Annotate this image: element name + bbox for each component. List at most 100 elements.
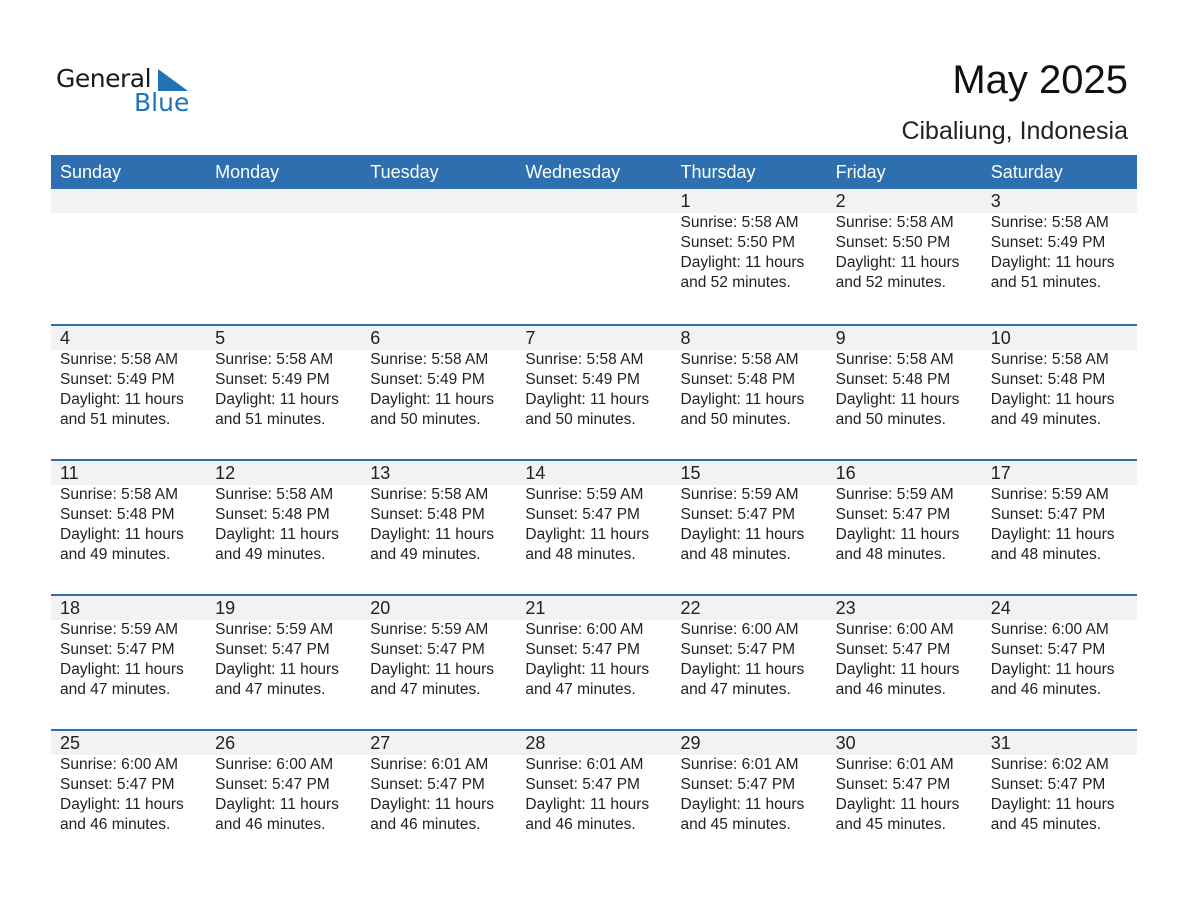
day-cell: 30 Sunrise: 6:01 AM Sunset: 5:47 PM Dayligh… xyxy=(827,731,982,864)
day-cell: 10 Sunrise: 5:58 AM Sunset: 5:48 PM Dayligh… xyxy=(982,326,1137,459)
sunrise-text: Sunrise: 5:58 AM xyxy=(680,214,799,231)
day-cell: 31 Sunrise: 6:02 AM Sunset: 5:47 PM Dayligh… xyxy=(982,731,1137,864)
logo-triangle-icon xyxy=(158,69,188,91)
sunrise-text: Sunrise: 5:58 AM xyxy=(60,486,179,503)
sunset-text: Sunset: 5:47 PM xyxy=(60,776,175,793)
daylight-minutes-text: and 51 minutes. xyxy=(990,274,1102,291)
daylight-text: Daylight: 11 hours xyxy=(990,526,1115,543)
sunrise-text: Sunrise: 5:59 AM xyxy=(680,486,799,503)
day-cell: 2 Sunrise: 5:58 AM Sunset: 5:50 PM Daylight… xyxy=(827,189,982,324)
day-cell: 6 Sunrise: 5:58 AM Sunset: 5:49 PM Daylight… xyxy=(361,326,516,459)
daylight-text: Daylight: 11 hours xyxy=(60,391,184,408)
page-title: May 2025 xyxy=(952,58,1128,102)
day-cell: 8 Sunrise: 5:58 AM Sunset: 5:48 PM Daylight… xyxy=(672,326,827,459)
daylight-minutes-text: and 52 minutes. xyxy=(680,274,791,291)
daylight-minutes-text: and 47 minutes. xyxy=(525,681,636,698)
daylight-text: Daylight: 11 hours xyxy=(60,796,184,813)
logo: General Blue xyxy=(56,64,196,120)
day-cell: 14 Sunrise: 5:59 AM Sunset: 5:47 PM Dayligh… xyxy=(516,461,671,594)
sunset-text: Sunset: 5:47 PM xyxy=(680,641,796,658)
daylight-minutes-text: and 45 minutes. xyxy=(835,816,946,833)
day-cell: 21 Sunrise: 6:00 AM Sunset: 5:47 PM Dayligh… xyxy=(516,596,671,729)
day-number: 20 xyxy=(370,598,391,618)
day-cell: 3 Sunrise: 5:58 AM Sunset: 5:49 PM Daylight… xyxy=(982,189,1137,324)
day-number: 29 xyxy=(680,733,701,753)
day-cell: 16 Sunrise: 5:59 AM Sunset: 5:47 PM Dayligh… xyxy=(827,461,982,594)
sunset-text: Sunset: 5:47 PM xyxy=(215,641,330,658)
daylight-text: Daylight: 11 hours xyxy=(370,661,495,678)
weekday-monday: Monday xyxy=(215,162,280,182)
weekday-friday: Friday xyxy=(835,162,886,182)
empty-cell xyxy=(361,189,516,324)
day-cell: 27 Sunrise: 6:01 AM Sunset: 5:47 PM Dayligh… xyxy=(361,731,516,864)
daylight-minutes-text: and 45 minutes. xyxy=(680,816,791,833)
day-number: 15 xyxy=(680,463,701,483)
sunrise-text: Sunrise: 5:58 AM xyxy=(215,351,334,368)
sunrise-text: Sunrise: 5:58 AM xyxy=(370,351,489,368)
sunrise-text: Sunrise: 6:00 AM xyxy=(215,756,334,773)
day-number: 1 xyxy=(680,191,691,211)
daylight-minutes-text: and 48 minutes. xyxy=(835,546,946,563)
sunset-text: Sunset: 5:47 PM xyxy=(990,506,1106,523)
sunrise-text: Sunrise: 5:58 AM xyxy=(990,351,1109,368)
daylight-text: Daylight: 11 hours xyxy=(990,796,1115,813)
daylight-text: Daylight: 11 hours xyxy=(835,391,960,408)
day-number: 14 xyxy=(525,463,546,483)
calendar-body: 1 Sunrise: 5:58 AM Sunset: 5:50 PM Daylight… xyxy=(51,189,1137,864)
sunrise-text: Sunrise: 5:58 AM xyxy=(60,351,179,368)
day-number: 16 xyxy=(835,463,856,483)
daylight-text: Daylight: 11 hours xyxy=(525,526,650,543)
day-cell: 1 Sunrise: 5:58 AM Sunset: 5:50 PM Daylight… xyxy=(672,189,827,324)
daylight-text: Daylight: 11 hours xyxy=(835,661,960,678)
daylight-minutes-text: and 46 minutes. xyxy=(370,816,481,833)
daylight-minutes-text: and 49 minutes. xyxy=(370,546,481,563)
daylight-minutes-text: and 46 minutes. xyxy=(60,816,171,833)
sunset-text: Sunset: 5:47 PM xyxy=(835,776,951,793)
day-number: 5 xyxy=(215,328,226,348)
daylight-minutes-text: and 52 minutes. xyxy=(835,274,946,291)
day-number: 10 xyxy=(990,328,1011,348)
day-cell: 19 Sunrise: 5:59 AM Sunset: 5:47 PM Dayligh… xyxy=(206,596,361,729)
daylight-text: Daylight: 11 hours xyxy=(215,796,339,813)
daylight-minutes-text: and 51 minutes. xyxy=(60,411,171,428)
day-cell: 25 Sunrise: 6:00 AM Sunset: 5:47 PM Dayligh… xyxy=(51,731,206,864)
sunset-text: Sunset: 5:50 PM xyxy=(835,234,951,251)
sunrise-text: Sunrise: 6:00 AM xyxy=(990,621,1109,638)
day-number: 13 xyxy=(370,463,391,483)
daylight-text: Daylight: 11 hours xyxy=(215,661,339,678)
day-number: 27 xyxy=(370,733,391,753)
sunset-text: Sunset: 5:48 PM xyxy=(990,371,1106,388)
day-number: 8 xyxy=(680,328,691,348)
daylight-text: Daylight: 11 hours xyxy=(60,526,184,543)
sunset-text: Sunset: 5:47 PM xyxy=(60,641,175,658)
daylight-minutes-text: and 50 minutes. xyxy=(370,411,481,428)
sunset-text: Sunset: 5:49 PM xyxy=(990,234,1106,251)
daylight-text: Daylight: 11 hours xyxy=(680,391,805,408)
location: Cibaliung, Indonesia xyxy=(901,117,1128,145)
sunrise-text: Sunrise: 5:58 AM xyxy=(370,486,489,503)
day-cell: 12 Sunrise: 5:58 AM Sunset: 5:48 PM Dayligh… xyxy=(206,461,361,594)
daylight-minutes-text: and 48 minutes. xyxy=(680,546,791,563)
sunset-text: Sunset: 5:47 PM xyxy=(835,506,951,523)
day-cell: 26 Sunrise: 6:00 AM Sunset: 5:47 PM Dayligh… xyxy=(206,731,361,864)
sunset-text: Sunset: 5:49 PM xyxy=(215,371,330,388)
sunset-text: Sunset: 5:47 PM xyxy=(525,776,640,793)
daylight-minutes-text: and 47 minutes. xyxy=(370,681,481,698)
sunset-text: Sunset: 5:49 PM xyxy=(60,371,175,388)
daylight-text: Daylight: 11 hours xyxy=(370,796,495,813)
day-cell: 13 Sunrise: 5:58 AM Sunset: 5:48 PM Dayligh… xyxy=(361,461,516,594)
day-cell: 22 Sunrise: 6:00 AM Sunset: 5:47 PM Dayligh… xyxy=(672,596,827,729)
daylight-minutes-text: and 50 minutes. xyxy=(680,411,791,428)
sunrise-text: Sunrise: 5:59 AM xyxy=(835,486,954,503)
day-number: 2 xyxy=(835,191,846,211)
logo-blue: Blue xyxy=(134,88,190,117)
daylight-minutes-text: and 47 minutes. xyxy=(680,681,791,698)
sunrise-text: Sunrise: 6:00 AM xyxy=(680,621,799,638)
daylight-text: Daylight: 11 hours xyxy=(370,526,495,543)
week-row: 25 Sunrise: 6:00 AM Sunset: 5:47 PM Dayligh… xyxy=(51,729,1137,864)
logo-general: General xyxy=(56,64,152,93)
sunrise-text: Sunrise: 6:00 AM xyxy=(525,621,644,638)
week-row: 18 Sunrise: 5:59 AM Sunset: 5:47 PM Dayligh… xyxy=(51,594,1137,729)
daylight-minutes-text: and 45 minutes. xyxy=(990,816,1102,833)
sunset-text: Sunset: 5:47 PM xyxy=(370,641,485,658)
